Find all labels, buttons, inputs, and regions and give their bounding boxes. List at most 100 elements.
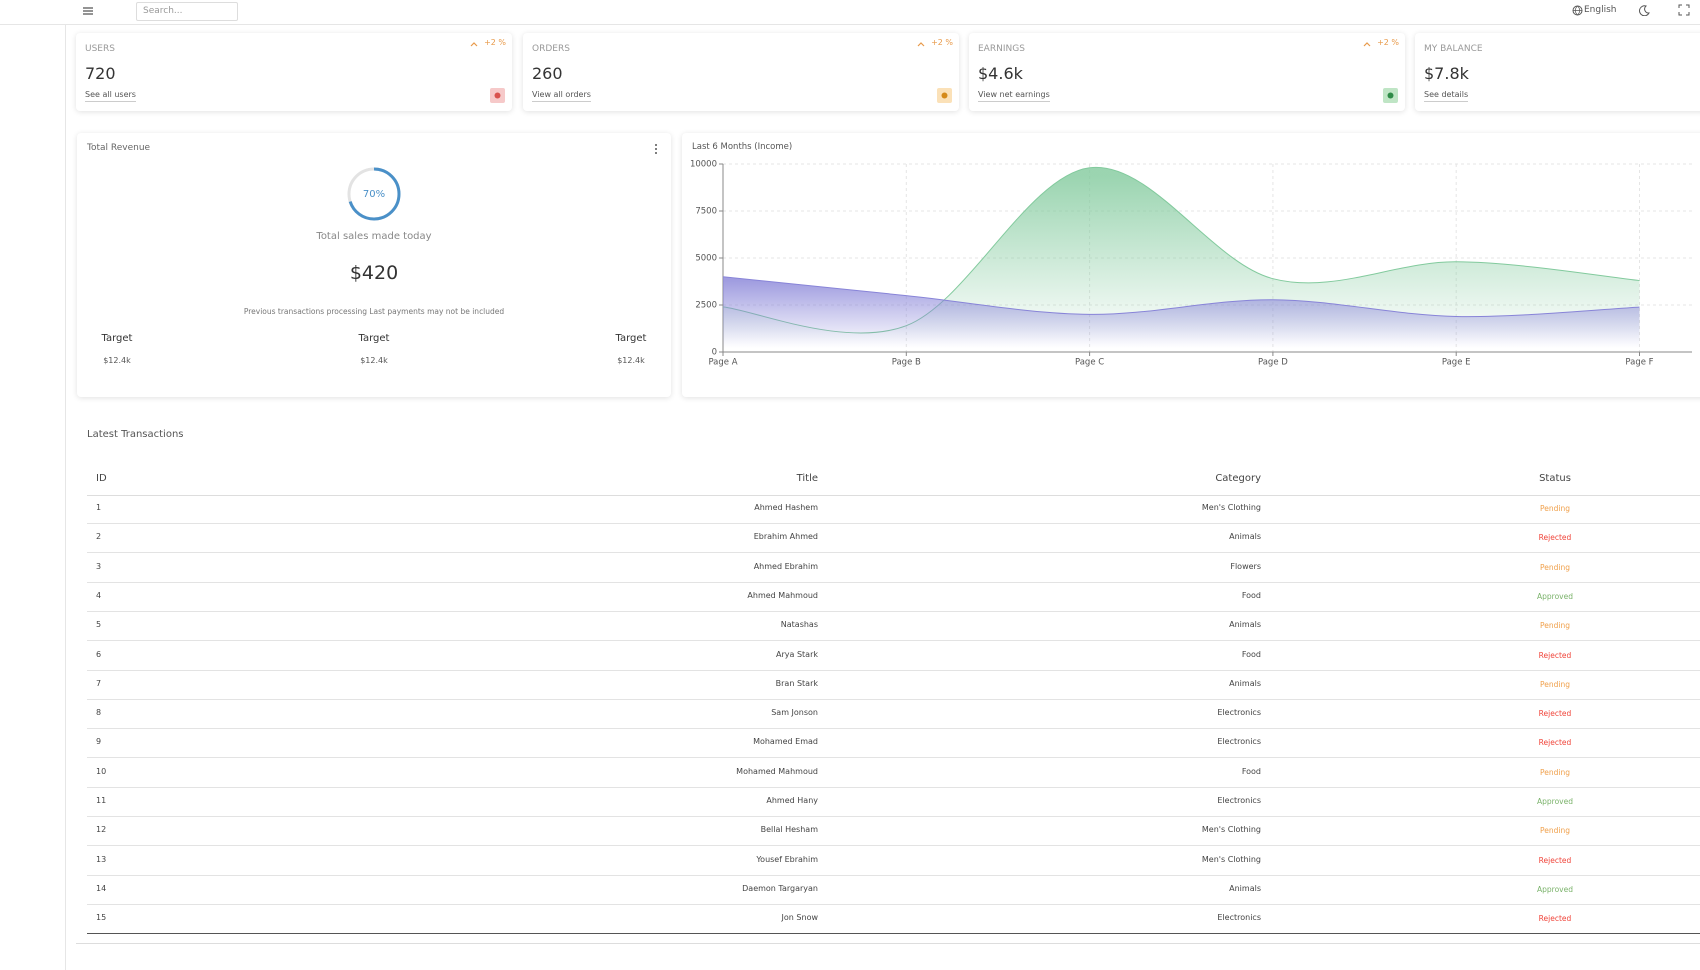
row-divider xyxy=(87,816,1700,817)
target-amount: $12.4k xyxy=(360,356,388,365)
cell-title: Bran Stark xyxy=(775,678,818,688)
cell-category: Men's Clothing xyxy=(1201,825,1261,835)
cell-category: Animals xyxy=(1229,883,1261,893)
row-divider xyxy=(87,610,1700,612)
row-divider xyxy=(87,757,1700,759)
cell-status: Pending xyxy=(1540,679,1570,689)
row-divider xyxy=(87,845,1700,847)
dot xyxy=(655,148,657,150)
icon-glyph xyxy=(941,92,948,99)
target-label: Target xyxy=(358,333,390,344)
column-header: Title xyxy=(796,473,818,484)
widget-card: MY BALANCE $7.8k See details xyxy=(1415,33,1700,111)
row-divider xyxy=(87,728,1700,730)
search-placeholder: Search... xyxy=(143,6,183,16)
cell-title: Mohamed Mahmoud xyxy=(736,766,818,776)
icon-glyph xyxy=(494,92,501,99)
cell-category: Men's Clothing xyxy=(1201,503,1261,512)
cell-id: 2 xyxy=(96,532,102,542)
row-divider xyxy=(87,874,1700,876)
cell-title: Daemon Targaryan xyxy=(742,883,818,893)
revenue-note: Previous transactions processing Last pa… xyxy=(243,307,505,316)
x-tick-label: Page E xyxy=(1442,358,1471,368)
dot xyxy=(655,152,657,154)
cell-status: Rejected xyxy=(1538,533,1572,543)
widget-title: USERS xyxy=(85,44,115,54)
cell-category: Food xyxy=(1241,590,1261,600)
cell-title: Ahmed Hany xyxy=(766,796,818,805)
cell-id: 14 xyxy=(96,883,107,893)
cell-title: Yousef Ebrahim xyxy=(756,854,818,864)
cell-status: Pending xyxy=(1540,562,1570,572)
icon-glyph xyxy=(1387,92,1394,99)
row-divider xyxy=(87,698,1700,700)
x-tick-label: Page A xyxy=(708,358,737,368)
area-line xyxy=(722,276,1640,318)
widget-link[interactable]: See details xyxy=(1424,90,1469,102)
target-amount: $12.4k xyxy=(617,356,645,365)
y-tick-label: 7500 xyxy=(695,207,717,217)
chart-card: Last 6 Months (Income) 0 2500 5000 7500 10000… xyxy=(682,133,1700,397)
cell-status: Rejected xyxy=(1538,855,1572,865)
x-tick-label: Page C xyxy=(1075,358,1104,368)
revenue-subtitle: Total sales made today xyxy=(316,231,432,242)
cell-id: 4 xyxy=(96,590,102,600)
menu-button[interactable] xyxy=(82,5,94,17)
cell-title: Ahmed Hashem xyxy=(754,503,818,512)
cell-title: Arya Stark xyxy=(776,649,818,659)
row-divider xyxy=(87,786,1700,788)
top-bar xyxy=(0,0,1700,25)
change-arrow xyxy=(1363,42,1371,47)
widget-link[interactable]: View all orders xyxy=(532,90,591,102)
row-divider xyxy=(87,903,1700,905)
cell-category: Animals xyxy=(1229,620,1261,630)
globe-icon xyxy=(1572,5,1583,16)
cell-title: Sam Jonson xyxy=(771,708,818,718)
more-button[interactable] xyxy=(653,143,659,155)
widget-icon xyxy=(1383,88,1398,103)
cell-category: Men's Clothing xyxy=(1201,854,1261,864)
cell-status: Approved xyxy=(1537,884,1573,894)
widget-title: MY BALANCE xyxy=(1424,44,1483,54)
cell-title: Jon Snow xyxy=(781,913,818,923)
dot xyxy=(655,144,657,146)
y-tick-label: 5000 xyxy=(695,254,717,264)
widget-icon xyxy=(490,88,505,103)
widget-link[interactable]: View net earnings xyxy=(978,90,1050,102)
search-box[interactable]: Search... xyxy=(136,2,238,21)
cell-category: Animals xyxy=(1229,532,1261,542)
cell-status: Pending xyxy=(1540,504,1570,513)
row-divider xyxy=(87,669,1700,671)
cell-status: Rejected xyxy=(1538,709,1572,719)
cell-category: Electronics xyxy=(1217,708,1261,718)
ring-label: 70% xyxy=(363,189,385,200)
cell-id: 6 xyxy=(96,649,102,659)
theme-toggle[interactable] xyxy=(1638,4,1650,16)
y-tick-label: 0 xyxy=(712,348,717,358)
cell-id: 12 xyxy=(96,825,107,835)
cell-status: Pending xyxy=(1540,767,1570,777)
table-bottom xyxy=(76,943,1700,944)
widget-change: +2 % xyxy=(1377,38,1399,47)
cell-id: 15 xyxy=(96,913,107,923)
row-divider xyxy=(87,933,1700,935)
sidebar-edge xyxy=(65,24,66,970)
cell-id: 7 xyxy=(96,678,102,688)
row-divider xyxy=(87,640,1700,642)
change-arrow xyxy=(470,42,478,47)
cell-id: 11 xyxy=(96,796,107,805)
cell-status: Rejected xyxy=(1538,650,1572,660)
y-tick-label: 10000 xyxy=(690,160,717,170)
cell-title: Ahmed Ebrahim xyxy=(753,561,818,571)
cell-status: Pending xyxy=(1540,826,1570,836)
language[interactable]: English xyxy=(1584,5,1617,15)
cell-id: 8 xyxy=(96,708,102,718)
x-tick-label: Page B xyxy=(892,358,921,368)
cell-category: Food xyxy=(1241,766,1261,776)
y-tick-label: 2500 xyxy=(695,301,717,311)
arrow-shape xyxy=(917,42,925,47)
cell-title: Ebrahim Ahmed xyxy=(753,532,818,542)
area xyxy=(723,276,1640,352)
fullscreen-button[interactable] xyxy=(1678,4,1690,16)
widget-link[interactable]: See all users xyxy=(85,90,136,102)
